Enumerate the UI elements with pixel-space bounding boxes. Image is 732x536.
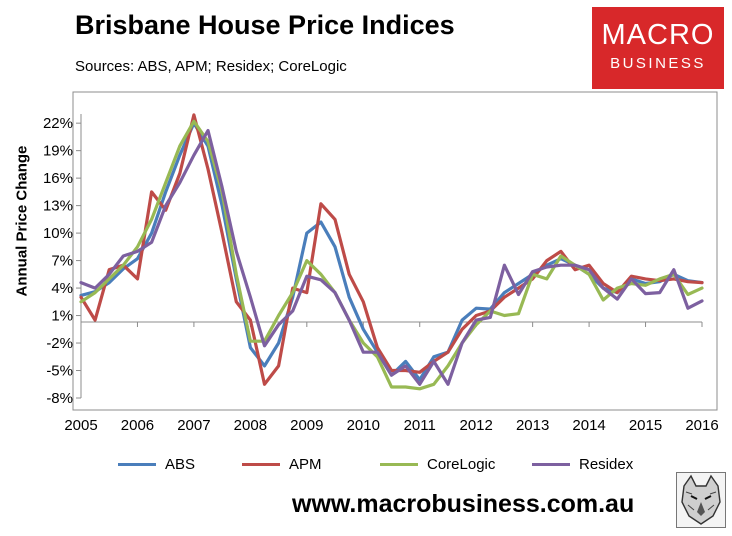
x-tick-label: 2012 bbox=[459, 417, 492, 434]
wolf-logo-icon bbox=[676, 472, 726, 528]
y-tick-label: 4% bbox=[51, 280, 73, 297]
legend-label: ABS bbox=[165, 456, 196, 473]
logo-line-2: BUSINESS bbox=[610, 55, 706, 72]
y-tick-label: 10% bbox=[43, 225, 73, 242]
y-tick-label: 22% bbox=[43, 115, 73, 132]
series-line-residex bbox=[79, 128, 704, 386]
x-tick-label: 2016 bbox=[685, 417, 718, 434]
series-line-corelogic bbox=[79, 119, 704, 391]
legend-item-corelogic: CoreLogic bbox=[380, 456, 495, 473]
y-tick-label: -5% bbox=[46, 363, 73, 380]
x-tick-label: 2007 bbox=[177, 417, 210, 434]
y-tick-label: 13% bbox=[43, 198, 73, 215]
x-tick-label: 2009 bbox=[290, 417, 323, 434]
x-tick-label: 2013 bbox=[516, 417, 549, 434]
chart-subtitle: Sources: ABS, APM; Residex; CoreLogic bbox=[75, 58, 347, 75]
x-tick-label: 2008 bbox=[234, 417, 267, 434]
x-tick-label: 2015 bbox=[629, 417, 662, 434]
y-tick-label: -2% bbox=[46, 335, 73, 352]
x-tick-label: 2010 bbox=[347, 417, 380, 434]
x-tick-label: 2014 bbox=[572, 417, 605, 434]
x-tick-label: 2006 bbox=[121, 417, 154, 434]
x-tick-label: 2005 bbox=[64, 417, 97, 434]
y-tick-label: 16% bbox=[43, 170, 73, 187]
chart-title: Brisbane House Price Indices bbox=[75, 10, 455, 40]
legend-label: APM bbox=[289, 456, 322, 473]
y-tick-label: 7% bbox=[51, 253, 73, 270]
legend-swatch bbox=[380, 463, 418, 466]
legend-swatch bbox=[242, 463, 280, 466]
chart-legend: ABS APM CoreLogic Residex bbox=[118, 456, 678, 476]
y-tick-label: 19% bbox=[43, 143, 73, 160]
legend-swatch bbox=[118, 463, 156, 466]
y-tick-label: -8% bbox=[46, 390, 73, 407]
legend-label: CoreLogic bbox=[427, 456, 496, 473]
legend-item-residex: Residex bbox=[532, 456, 633, 473]
logo-line-1: MACRO bbox=[601, 19, 715, 51]
legend-item-abs: ABS bbox=[118, 456, 195, 473]
macrobusiness-logo: MACRO BUSINESS bbox=[592, 7, 724, 89]
y-tick-label: 1% bbox=[51, 308, 73, 325]
x-tick-label: 2011 bbox=[404, 417, 436, 434]
footer-url: www.macrobusiness.com.au bbox=[292, 490, 635, 518]
plot-area-border bbox=[72, 91, 718, 411]
legend-label: Residex bbox=[579, 456, 634, 473]
legend-swatch bbox=[532, 463, 570, 466]
legend-item-apm: APM bbox=[242, 456, 322, 473]
series-line-apm bbox=[79, 113, 704, 386]
